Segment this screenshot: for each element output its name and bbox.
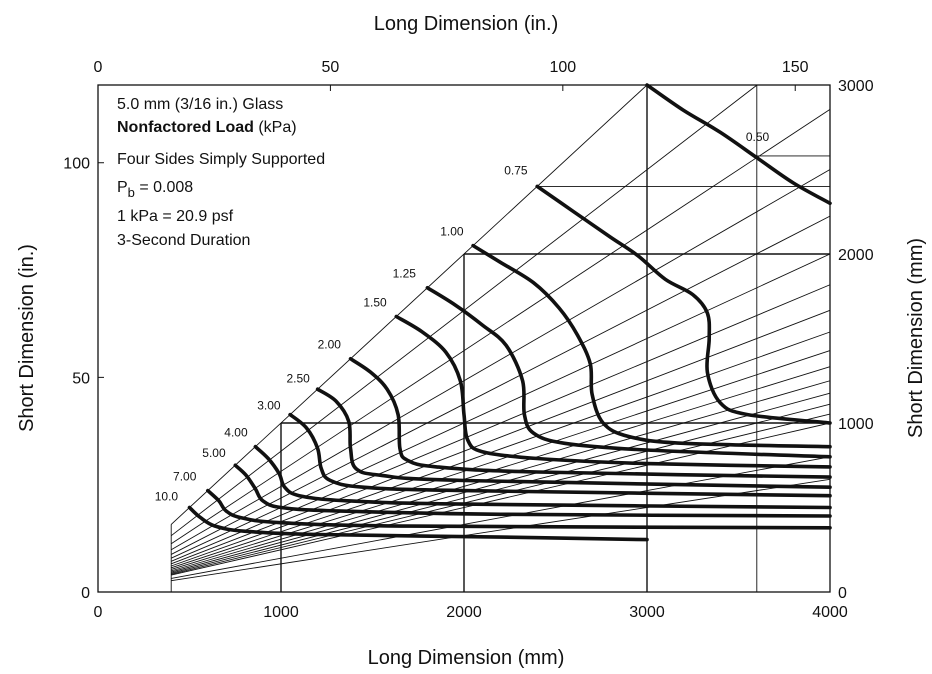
annotation-p-sub: b <box>128 185 135 200</box>
annotation-probability: Pb = 0.008 <box>117 179 193 200</box>
load-curve-1-00 <box>471 243 832 449</box>
load-curve-0-50 <box>645 83 832 206</box>
x-axis-top-title: Long Dimension (in.) <box>374 13 559 35</box>
x-axis-bottom-title: Long Dimension (mm) <box>368 647 565 669</box>
annotation-load-bold: Nonfactored Load <box>117 119 254 136</box>
y-right-tick-label: 2000 <box>838 247 874 264</box>
load-curve-1-25 <box>425 286 832 459</box>
annotation-p-value: = 0.008 <box>135 179 193 196</box>
y-axis-right-title: Short Dimension (mm) <box>905 238 927 438</box>
load-curve-label: 4.00 <box>224 426 248 440</box>
load-curve-1-50 <box>394 314 832 469</box>
load-curve-3-00 <box>288 412 832 498</box>
x-top-tick-label: 50 <box>322 59 340 76</box>
load-curve-label: 1.25 <box>393 267 417 281</box>
x-top-tick-label: 150 <box>782 59 809 76</box>
load-curve-label: 0.50 <box>746 130 770 144</box>
x-bottom-tick-label: 0 <box>94 604 103 621</box>
x-bottom-tick-label: 3000 <box>629 604 665 621</box>
aspect-ratio-line <box>171 366 831 570</box>
annotation-load-unit: (kPa) <box>254 119 297 136</box>
load-curve-label: 2.50 <box>286 371 310 385</box>
y-right-tick-label: 1000 <box>838 416 874 433</box>
plot-area: 0.50 0.75 1.00 1.25 1.50 2.00 2.50 3.00 4.00 5.00… <box>97 83 832 593</box>
annotation-duration: 3-Second Duration <box>117 232 250 249</box>
load-curve-10-0 <box>187 505 649 542</box>
y-left-tick-label: 100 <box>63 156 90 173</box>
load-curve-label: 10.0 <box>155 490 179 504</box>
y-right-tick-label: 0 <box>838 585 847 602</box>
load-curve-label: 1.50 <box>363 295 387 309</box>
annotation-conversion: 1 kPa = 20.9 psf <box>117 208 234 225</box>
x-bottom-tick-label: 2000 <box>446 604 482 621</box>
y-axis-left-title: Short Dimension (in.) <box>16 244 38 432</box>
load-curve-label: 0.75 <box>504 164 528 178</box>
annotation-block: 5.0 mm (3/16 in.) Glass Nonfactored Load… <box>117 96 325 249</box>
load-curve-label: 2.00 <box>318 338 342 352</box>
load-curve-7-00 <box>206 488 832 530</box>
load-curve-label: 3.00 <box>257 398 281 412</box>
x-bottom-tick-label: 1000 <box>263 604 299 621</box>
load-curve-label: 7.00 <box>173 469 197 483</box>
annotation-glass: 5.0 mm (3/16 in.) Glass <box>117 96 283 113</box>
aspect-ratio-line <box>171 403 831 574</box>
load-curve-5-00 <box>233 463 832 518</box>
annotation-support: Four Sides Simply Supported <box>117 151 325 168</box>
load-curve-2-50 <box>315 387 832 489</box>
y-left-tick-label: 0 <box>81 585 90 602</box>
load-curve-label: 5.00 <box>202 446 226 460</box>
x-bottom-tick-label: 4000 <box>812 604 848 621</box>
annotation-p: P <box>117 179 128 196</box>
x-top-tick-label: 0 <box>94 59 103 76</box>
y-left-tick-label: 50 <box>72 370 90 387</box>
load-curve-4-00 <box>253 444 832 510</box>
load-curve-label: 1.00 <box>440 224 464 238</box>
aspect-ratio-line <box>171 331 831 567</box>
load-curve-0-75 <box>535 184 832 425</box>
load-curve-2-00 <box>348 357 832 479</box>
aspect-ratio-line <box>170 84 648 525</box>
y-right-tick-label: 3000 <box>838 78 874 95</box>
annotation-load: Nonfactored Load (kPa) <box>117 119 297 136</box>
x-top-tick-label: 100 <box>549 59 576 76</box>
